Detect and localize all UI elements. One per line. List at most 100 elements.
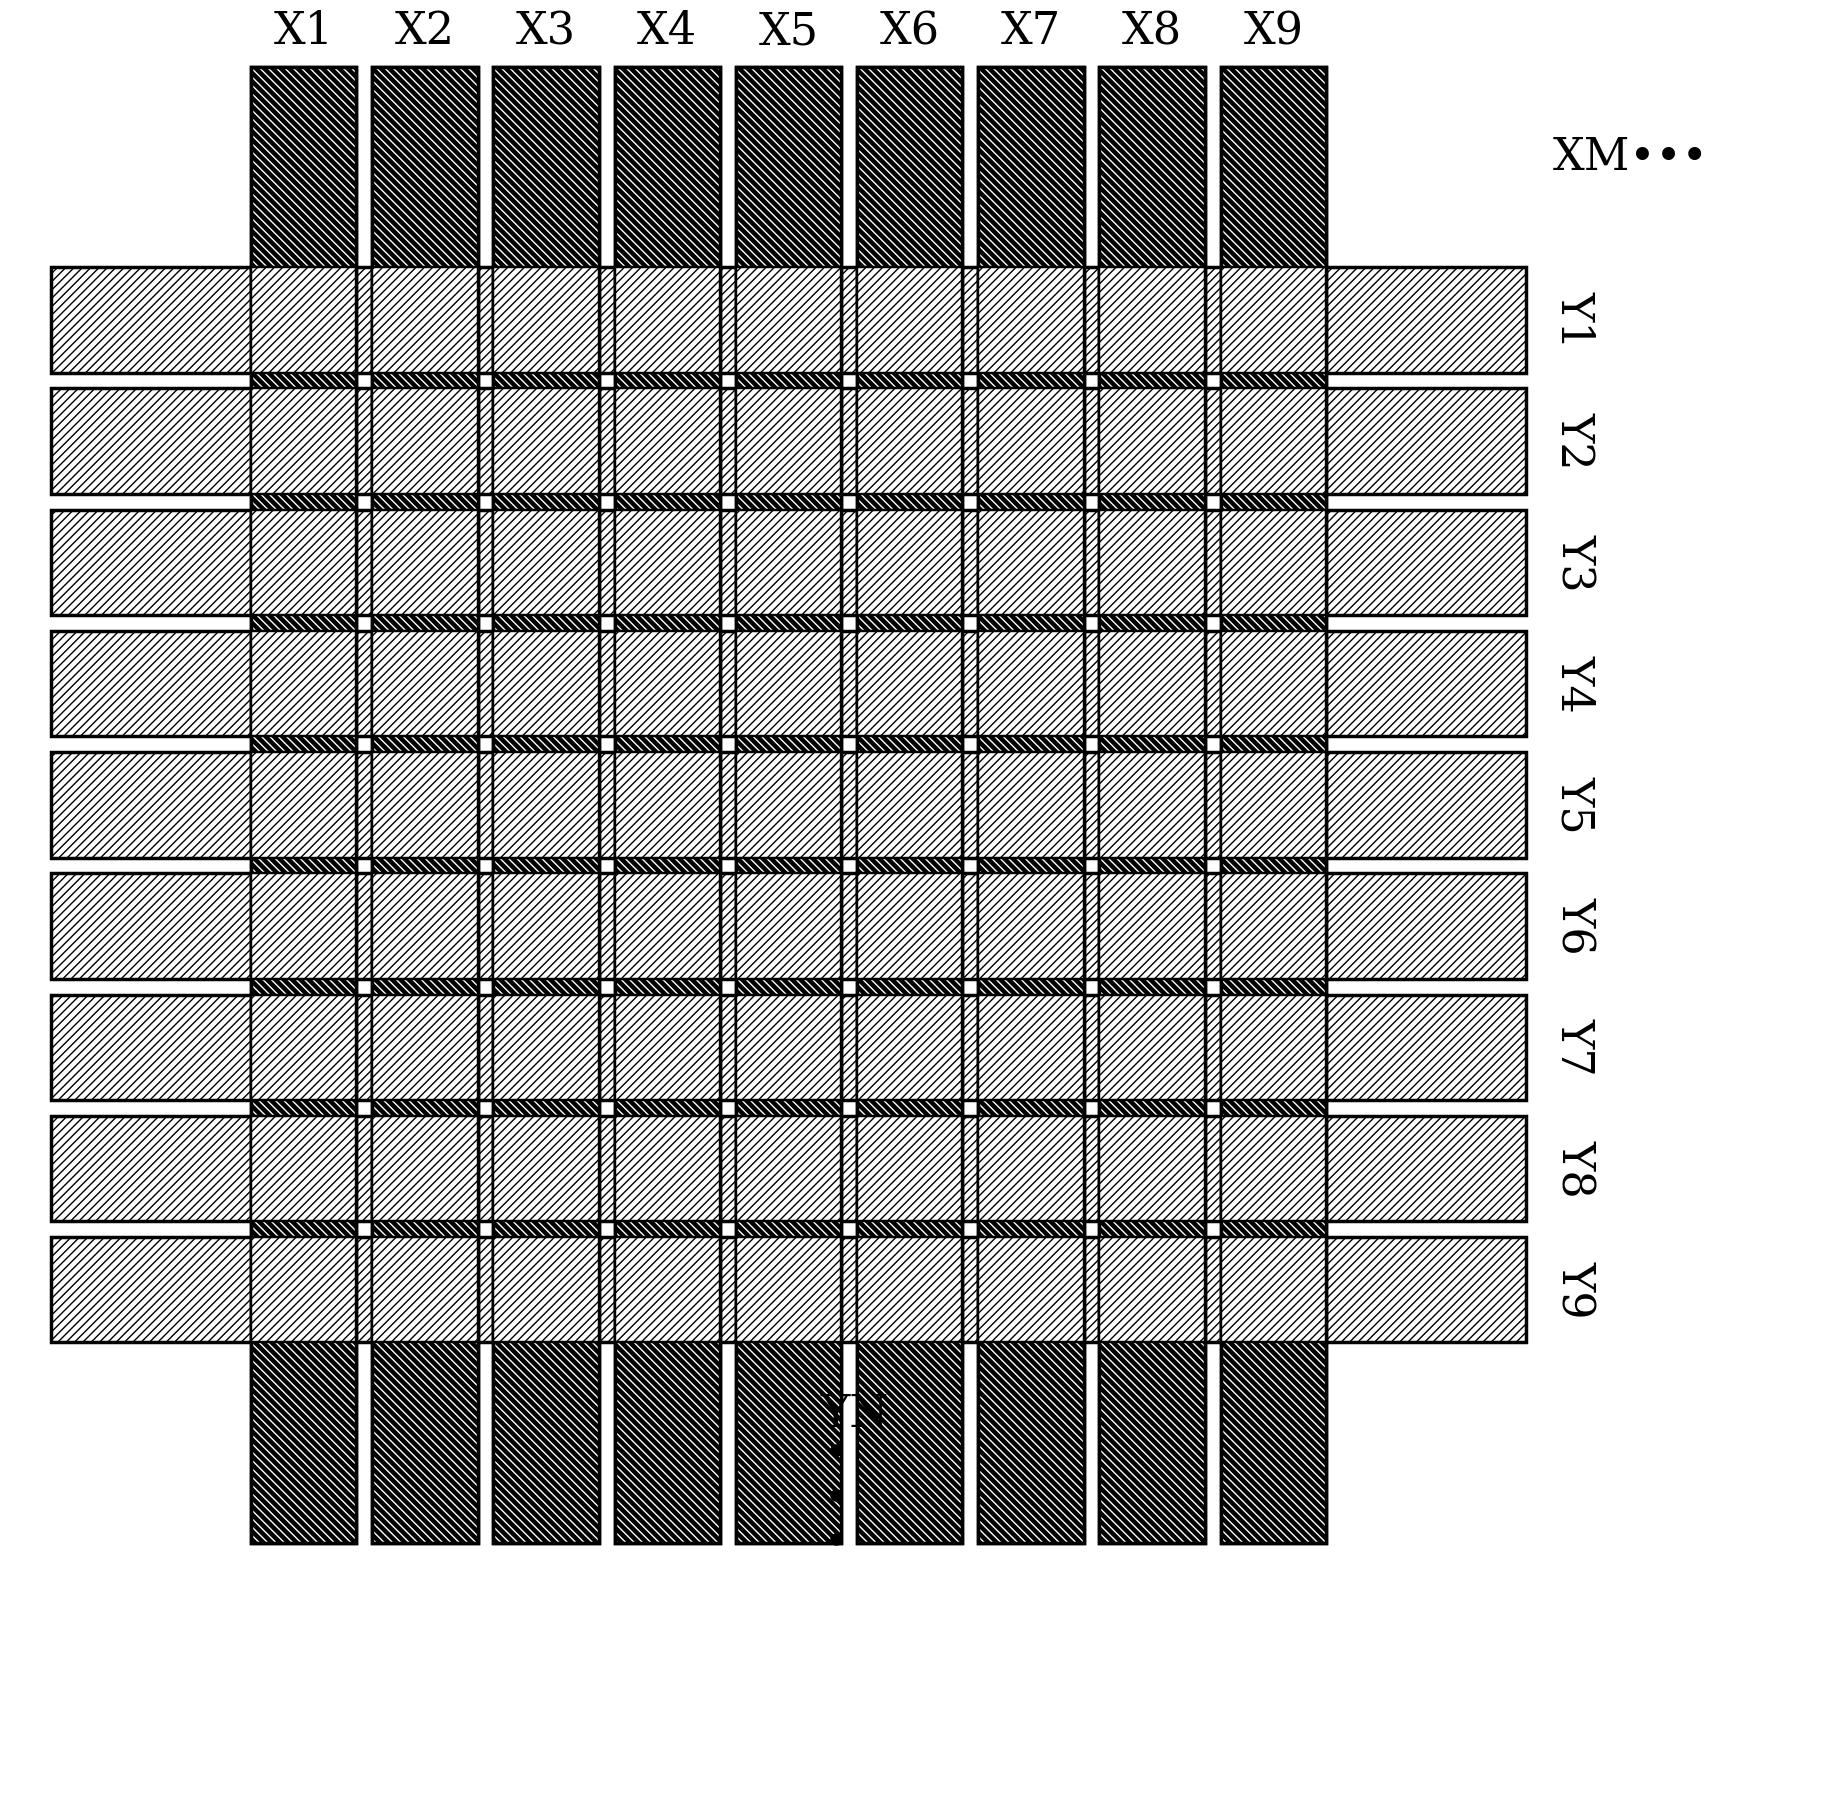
Bar [1221, 873, 1327, 979]
Bar [856, 631, 963, 737]
Text: Y6: Y6 [1552, 897, 1596, 954]
Bar [494, 1236, 598, 1342]
Bar [1100, 268, 1204, 372]
Bar [979, 388, 1083, 494]
Bar [615, 994, 719, 1100]
Bar [736, 631, 842, 737]
Bar [1221, 66, 1327, 1542]
Text: X4: X4 [637, 11, 697, 54]
Bar [856, 994, 963, 1100]
Bar [1221, 268, 1327, 372]
Bar [979, 1116, 1083, 1222]
Bar [856, 873, 963, 979]
Bar [979, 66, 1083, 1542]
Bar [1221, 510, 1327, 615]
Bar [251, 1236, 357, 1342]
Bar [1100, 510, 1204, 615]
Bar [51, 1236, 1526, 1342]
Bar [856, 510, 963, 615]
Bar [856, 1236, 963, 1342]
Bar [856, 510, 963, 615]
Bar [856, 388, 963, 494]
Bar [856, 1236, 963, 1342]
Bar [371, 753, 478, 857]
Text: YN: YN [820, 1393, 888, 1436]
Bar [494, 1236, 598, 1342]
Bar [371, 66, 478, 1542]
Bar [251, 994, 357, 1100]
Bar [736, 753, 842, 857]
Bar [1221, 66, 1327, 1542]
Text: X2: X2 [395, 11, 456, 54]
Bar [494, 268, 598, 372]
Bar [251, 66, 357, 1542]
Bar [251, 753, 357, 857]
Bar [494, 510, 598, 615]
Bar [251, 994, 357, 1100]
Bar [736, 388, 842, 494]
Bar [856, 268, 963, 372]
Bar [1100, 388, 1204, 494]
Bar [494, 873, 598, 979]
Bar [856, 268, 963, 372]
Bar [856, 510, 963, 615]
Bar [371, 1236, 478, 1342]
Bar [51, 873, 1526, 979]
Bar [979, 66, 1083, 1542]
Text: Y5: Y5 [1552, 776, 1596, 834]
Bar [615, 388, 719, 494]
Bar [371, 388, 478, 494]
Bar [1221, 388, 1327, 494]
Bar [1100, 1116, 1204, 1222]
Bar [494, 1116, 598, 1222]
Bar [1221, 268, 1327, 372]
Bar [615, 1116, 719, 1222]
Bar [979, 268, 1083, 372]
Bar [979, 268, 1083, 372]
Bar [371, 631, 478, 737]
Bar [1100, 1116, 1204, 1222]
Bar [251, 268, 357, 372]
Bar [494, 994, 598, 1100]
Bar [1100, 388, 1204, 494]
Text: Y4: Y4 [1552, 654, 1596, 712]
Bar [51, 510, 1526, 615]
Bar [1100, 873, 1204, 979]
Bar [1221, 388, 1327, 494]
Bar [736, 388, 842, 494]
Bar [856, 66, 963, 1542]
Bar [1100, 753, 1204, 857]
Bar [615, 994, 719, 1100]
Bar [979, 388, 1083, 494]
Bar [51, 388, 1526, 494]
Bar [1100, 994, 1204, 1100]
Bar [979, 873, 1083, 979]
Bar [856, 994, 963, 1100]
Bar [251, 873, 357, 979]
Bar [615, 510, 719, 615]
Bar [856, 631, 963, 737]
Bar [1100, 753, 1204, 857]
Bar [1221, 873, 1327, 979]
Bar [856, 1236, 963, 1342]
Bar [979, 994, 1083, 1100]
Text: Y3: Y3 [1552, 534, 1596, 591]
Bar [979, 631, 1083, 737]
Bar [1100, 268, 1204, 372]
Bar [856, 753, 963, 857]
Bar [251, 753, 357, 857]
Bar [615, 994, 719, 1100]
Text: X7: X7 [1001, 11, 1061, 54]
Bar [251, 1236, 357, 1342]
Bar [979, 1116, 1083, 1222]
Bar [736, 1236, 842, 1342]
Text: X3: X3 [516, 11, 576, 54]
Bar [736, 873, 842, 979]
Bar [251, 753, 357, 857]
Bar [736, 388, 842, 494]
Bar [371, 1116, 478, 1222]
Bar [1221, 1236, 1327, 1342]
Bar [371, 994, 478, 1100]
Bar [1221, 1116, 1327, 1222]
Bar [51, 753, 1526, 857]
